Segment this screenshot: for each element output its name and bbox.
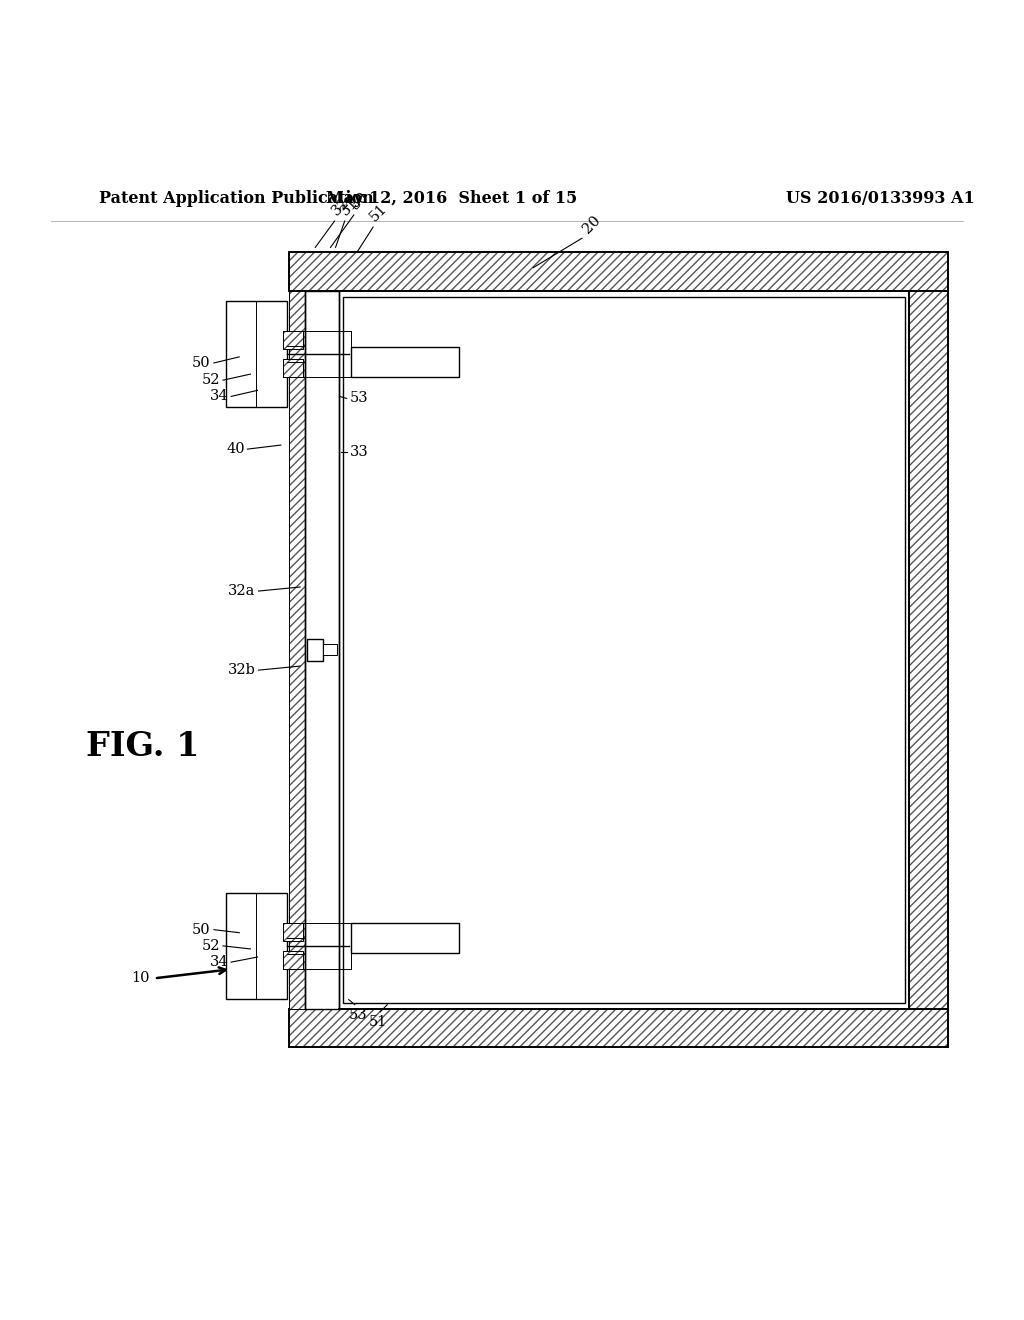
Text: 32: 32 [329, 195, 352, 218]
Text: 53: 53 [350, 392, 369, 405]
Bar [289, 290, 305, 1008]
Text: 40: 40 [226, 442, 246, 457]
Text: 32b: 32b [227, 663, 255, 677]
Text: 20: 20 [580, 213, 603, 236]
Bar [289, 1008, 948, 1047]
Bar [283, 923, 303, 941]
Bar [351, 347, 459, 378]
Bar [289, 290, 305, 1008]
Bar [289, 252, 948, 290]
Bar [283, 330, 303, 348]
Text: 50: 50 [193, 356, 211, 370]
Bar [289, 1008, 948, 1047]
Text: 31: 31 [338, 195, 361, 218]
Text: 52: 52 [202, 374, 220, 387]
Text: 33: 33 [350, 445, 369, 459]
Bar [226, 894, 287, 999]
Bar [909, 290, 948, 1008]
Bar [283, 950, 303, 969]
Bar [324, 644, 337, 656]
Text: 34: 34 [210, 389, 228, 404]
Text: 32a: 32a [228, 583, 255, 598]
Bar [226, 301, 287, 407]
Text: May 12, 2016  Sheet 1 of 15: May 12, 2016 Sheet 1 of 15 [326, 190, 577, 207]
Bar [351, 923, 459, 953]
Bar [283, 923, 303, 941]
Bar [283, 950, 303, 969]
Bar [909, 290, 948, 1008]
Text: 10: 10 [131, 972, 151, 985]
Bar [343, 297, 905, 1003]
Text: 30: 30 [348, 189, 372, 213]
Text: 51: 51 [367, 201, 389, 224]
Bar [289, 252, 948, 290]
Bar [283, 359, 303, 378]
Text: FIG. 1: FIG. 1 [86, 730, 200, 763]
Text: 52: 52 [202, 939, 220, 953]
Text: 50: 50 [193, 923, 211, 937]
Text: 53: 53 [348, 1007, 368, 1022]
Bar [305, 290, 339, 1008]
Text: 51: 51 [369, 1015, 387, 1028]
Bar [307, 639, 324, 661]
Text: 34: 34 [210, 956, 228, 969]
Text: US 2016/0133993 A1: US 2016/0133993 A1 [785, 190, 975, 207]
Bar [283, 359, 303, 378]
Text: Patent Application Publication: Patent Application Publication [99, 190, 374, 207]
Bar [283, 330, 303, 348]
